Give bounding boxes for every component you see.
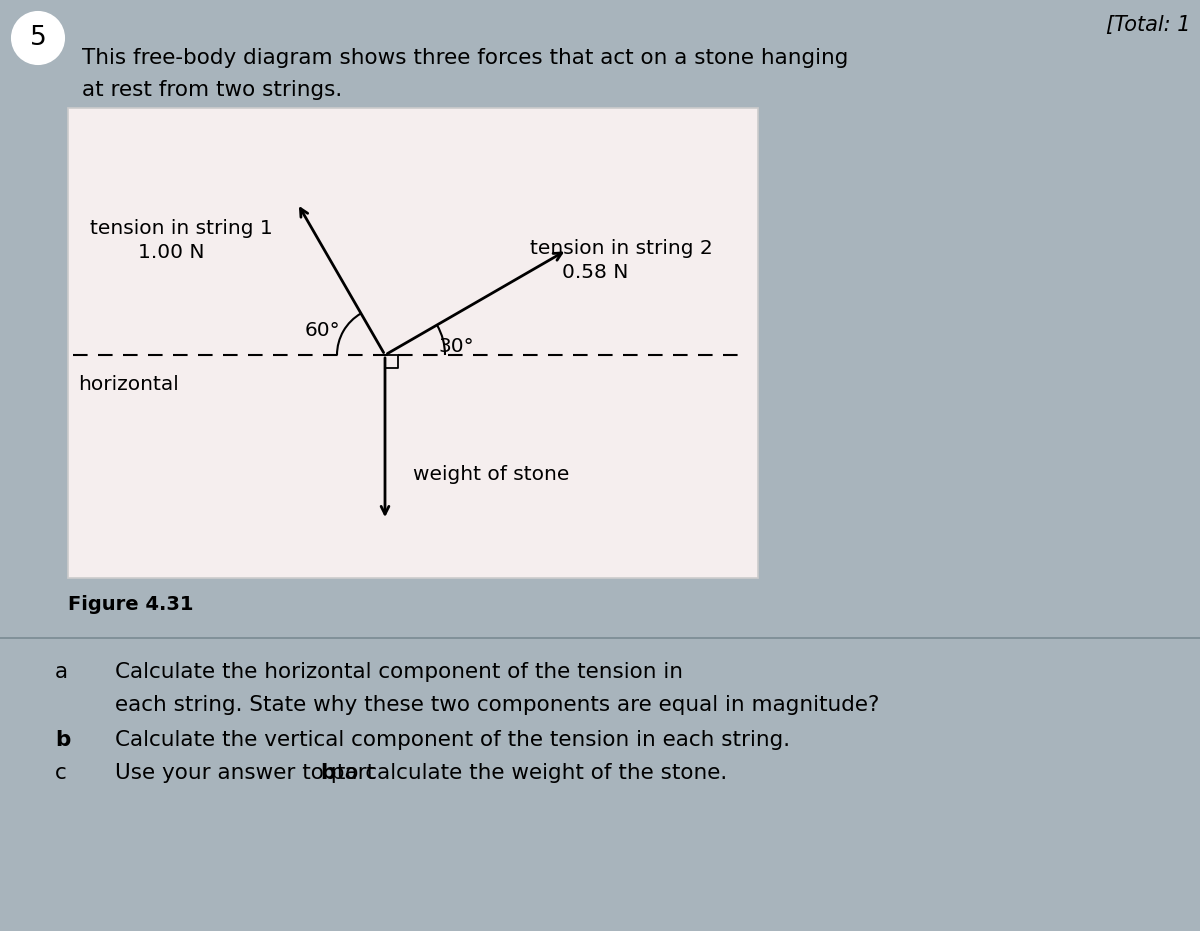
Text: Calculate the horizontal component of the tension in: Calculate the horizontal component of th… bbox=[115, 662, 683, 682]
Text: 60°: 60° bbox=[304, 320, 340, 340]
Text: c: c bbox=[55, 763, 67, 783]
Bar bbox=[68, 108, 758, 578]
Text: 30°: 30° bbox=[438, 338, 474, 357]
Text: 1.00 N: 1.00 N bbox=[138, 244, 204, 263]
Text: Figure 4.31: Figure 4.31 bbox=[68, 595, 193, 614]
Text: to calculate the weight of the stone.: to calculate the weight of the stone. bbox=[330, 763, 727, 783]
Text: [Total: 1: [Total: 1 bbox=[1105, 15, 1190, 35]
Text: b: b bbox=[320, 763, 336, 783]
Text: a: a bbox=[55, 662, 68, 682]
Text: weight of stone: weight of stone bbox=[413, 466, 569, 484]
Text: each string. State why these two components are equal in magnitude?: each string. State why these two compone… bbox=[115, 695, 880, 715]
Text: at rest from two strings.: at rest from two strings. bbox=[82, 80, 342, 100]
Text: horizontal: horizontal bbox=[78, 375, 179, 395]
Text: 5: 5 bbox=[30, 25, 47, 51]
Text: This free-body diagram shows three forces that act on a stone hanging: This free-body diagram shows three force… bbox=[82, 48, 848, 68]
Text: Calculate the vertical component of the tension in each string.: Calculate the vertical component of the … bbox=[115, 730, 790, 750]
Text: tension in string 1: tension in string 1 bbox=[90, 219, 272, 237]
Text: Use your answer to part: Use your answer to part bbox=[115, 763, 382, 783]
Circle shape bbox=[12, 12, 64, 64]
Text: 0.58 N: 0.58 N bbox=[562, 263, 629, 281]
Text: b: b bbox=[55, 730, 71, 750]
Text: tension in string 2: tension in string 2 bbox=[530, 238, 713, 258]
